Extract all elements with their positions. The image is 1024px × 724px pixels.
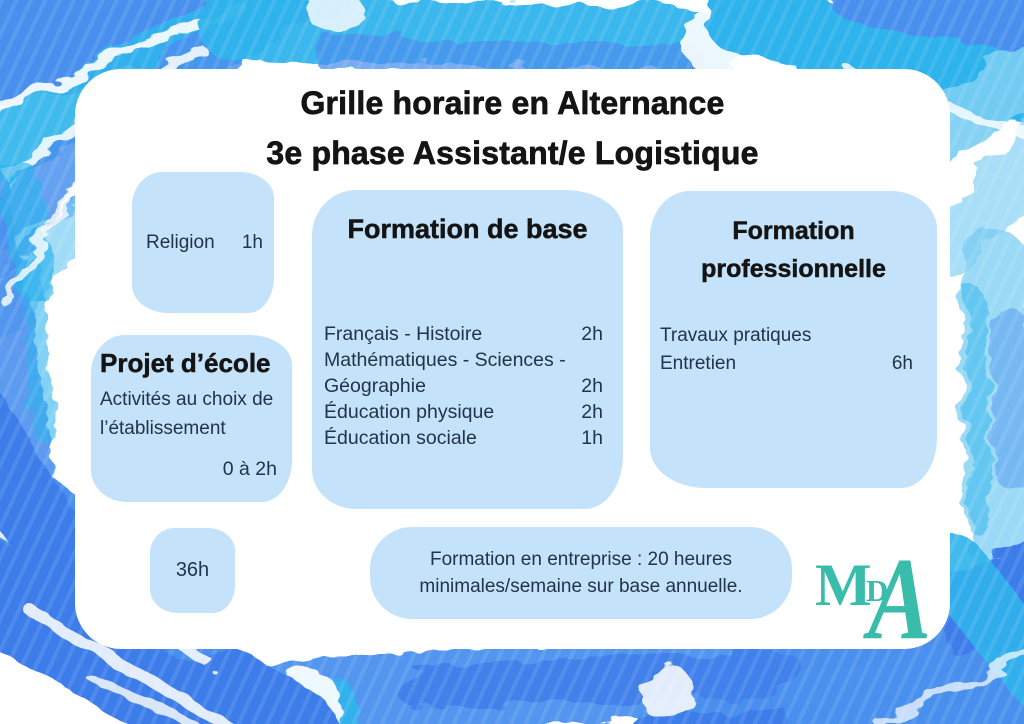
subject-hours: 2h	[581, 323, 603, 345]
formation-professionnelle-list: Travaux pratiques Entretien 6h	[660, 322, 913, 377]
mda-logo-letter-d: D	[866, 573, 889, 608]
subject-hours: 2h	[581, 375, 603, 397]
mda-logo-letter-a: A	[868, 533, 931, 664]
subject-label: Travaux pratiques	[660, 325, 812, 346]
subject-hours: 2h	[581, 401, 603, 423]
subject-label: Entretien	[660, 352, 737, 374]
religion-label: Religion	[146, 231, 215, 253]
subject-row: Éducation physique 2h	[324, 399, 603, 425]
subject-label: Mathématiques - Sciences - Géographie	[324, 349, 566, 397]
weekly-total-box: 36h	[150, 528, 235, 613]
projet-ecole-box: Projet d’école Activités au choix de l’é…	[91, 335, 292, 502]
page-title-line2: 3e phase Assistant/e Logistique	[266, 135, 759, 172]
projet-ecole-hours: 0 à 2h	[222, 458, 277, 480]
subject-row: Travaux pratiques	[660, 322, 913, 350]
subject-hours: 6h	[891, 352, 913, 374]
subject-row: Éducation sociale 1h	[324, 425, 603, 451]
formation-de-base-list: Français - Histoire 2h Mathématiques - S…	[324, 321, 603, 451]
page-title-line1: Grille horaire en Alternance	[300, 85, 725, 122]
subject-row: Français - Histoire 2h	[324, 321, 603, 347]
formation-professionnelle-title: Formation professionnelle	[701, 217, 886, 284]
schedule-card: Grille horaire en Alternance 3e phase As…	[75, 69, 953, 658]
religion-hours: 1h	[241, 231, 263, 253]
subject-hours: 1h	[581, 427, 603, 449]
formation-de-base-box: Formation de base Français - Histoire 2h…	[312, 190, 623, 509]
subject-row: Entretien 6h	[660, 350, 913, 378]
page-title: Grille horaire en Alternance 3e phase As…	[75, 78, 950, 178]
subject-row: Mathématiques - Sciences - Géographie 2h	[324, 347, 603, 399]
subject-label: Français - Histoire	[324, 323, 483, 345]
entreprise-note-text: Formation en entreprise : 20 heures mini…	[419, 549, 743, 597]
subject-label: Éducation physique	[324, 401, 495, 423]
formation-de-base-title: Formation de base	[347, 214, 588, 245]
religion-box: Religion 1h	[132, 172, 274, 313]
mda-logo-letter-m: M	[815, 552, 872, 618]
weekly-total-hours: 36h	[175, 559, 210, 581]
subject-label: Éducation sociale	[324, 427, 477, 449]
entreprise-note-box: Formation en entreprise : 20 heures mini…	[370, 527, 792, 619]
projet-ecole-title: Projet d’école	[100, 348, 271, 379]
projet-ecole-description: Activités au choix de l’établissement	[100, 389, 274, 439]
mda-logo: A M D	[813, 540, 953, 658]
formation-professionnelle-box: Formation professionnelle Travaux pratiq…	[650, 191, 937, 488]
